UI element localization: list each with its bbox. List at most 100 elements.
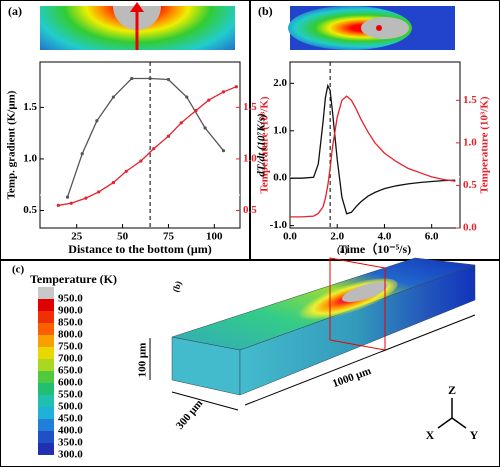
y2-tick-label: 1.0 <box>463 136 477 148</box>
colorbar-bin <box>38 371 54 383</box>
series-line <box>66 77 225 198</box>
point <box>203 126 207 130</box>
y2-axis-label: Temperature (10³/K) <box>259 96 271 193</box>
colorbar-bin <box>38 359 54 371</box>
colorbar-bin <box>38 419 54 431</box>
colorbar-label: 550.0 <box>58 389 83 401</box>
point <box>69 201 73 205</box>
x-tick-label: 0.0 <box>283 231 297 243</box>
point <box>95 119 99 123</box>
colorbar-bin <box>38 443 54 455</box>
y2-tick-label: 1.5 <box>463 94 477 106</box>
x-axis-label: Time（10⁻⁵/s) <box>339 241 411 256</box>
y-tick-label: 2.0 <box>273 77 287 89</box>
series-line <box>290 83 456 215</box>
point <box>166 77 171 82</box>
x-tick-label: 25 <box>71 231 83 243</box>
colorbar-bin <box>38 407 54 419</box>
y-tick-label: 1.0 <box>273 124 287 136</box>
heatmap-a <box>40 2 235 50</box>
annotation: Point <box>352 173 379 187</box>
point <box>152 147 156 151</box>
point <box>56 203 60 207</box>
colorbar-label: 350.0 <box>58 437 83 449</box>
y-axis-label: Temp. gradient (K/μm) <box>6 90 18 199</box>
point <box>179 121 183 125</box>
y-tick-label: 0.0 <box>273 172 287 184</box>
slab <box>149 257 476 429</box>
colorbar-bin <box>38 395 54 407</box>
y-tick-label: 1.0 <box>23 152 37 164</box>
annotation: Melting <box>174 180 214 194</box>
point <box>207 98 211 102</box>
y-tick-label: -1.0 <box>270 219 288 231</box>
x-tick-label: 75 <box>163 231 175 243</box>
y2-tick-label: 0.5 <box>463 179 477 191</box>
annotation: Melting <box>338 160 378 174</box>
panel-label: (b) <box>258 4 273 18</box>
point <box>221 149 226 153</box>
x-tick-label: 100 <box>206 231 223 243</box>
colorbar-label: 950.0 <box>58 293 83 305</box>
colorbar-label: 850.0 <box>58 317 83 329</box>
point <box>194 108 198 113</box>
y-axis-label: dT/dt (10⁷K/s) <box>256 113 268 176</box>
panel-label: (c) <box>12 264 25 276</box>
point <box>185 95 189 99</box>
y2-tick-label: 1.5 <box>243 101 257 113</box>
point <box>139 159 143 163</box>
y2-tick-label: 1.0 <box>243 152 257 164</box>
panel-a-frame <box>0 0 250 260</box>
colorbar-label: 400.0 <box>58 425 83 437</box>
point <box>130 76 134 81</box>
x-axis-label: Distance to the bottom (μm) <box>68 242 211 256</box>
x-tick-label: 2.0 <box>330 231 344 243</box>
colorbar-label: 650.0 <box>58 365 83 377</box>
axis-label: Y <box>470 428 479 442</box>
colorbar-label: 500.0 <box>58 401 83 413</box>
x-tick-label: 4.0 <box>378 231 392 243</box>
colorbar-bin <box>38 431 54 443</box>
colorbar-label: 900.0 <box>58 305 83 317</box>
heatmap-b <box>288 6 455 50</box>
colorbar-label: 300.0 <box>58 449 83 461</box>
colorbar-bin <box>38 347 54 359</box>
point <box>234 85 238 89</box>
plot-frame <box>39 61 241 229</box>
point <box>124 169 128 173</box>
dim-label: 300 μm <box>174 398 205 432</box>
colorbar-label: 700.0 <box>58 353 83 365</box>
colorbar-bin <box>38 287 54 299</box>
series-line <box>58 86 237 206</box>
colorbar-label: 450.0 <box>58 413 83 425</box>
y2-axis-label: Temperature (10³/K) <box>479 96 491 193</box>
point <box>111 95 115 99</box>
dim-label: 100 μm <box>137 343 149 378</box>
point <box>166 134 171 138</box>
colorbar-label: 800.0 <box>58 329 83 341</box>
series-line <box>290 95 456 218</box>
panel-label: (a) <box>8 4 22 18</box>
point <box>80 152 84 156</box>
colorbar-bin <box>38 299 54 311</box>
axis-label: X <box>426 428 435 442</box>
y2-tick-label: 0.5 <box>243 204 257 216</box>
colorbar-bin <box>38 383 54 395</box>
y-tick-label: 0.5 <box>23 204 37 216</box>
point <box>97 190 101 194</box>
section-label: (a) <box>337 245 348 255</box>
point <box>221 90 226 94</box>
y-tick-label: 1.5 <box>23 101 37 113</box>
colorbar-label: 750.0 <box>58 341 83 353</box>
axis-label: Z <box>448 383 456 397</box>
colorbar-bin <box>38 323 54 335</box>
y2-tick-label: 0.0 <box>463 222 477 234</box>
x-tick-label: 50 <box>117 231 129 243</box>
x-tick-label: 6.0 <box>425 231 439 243</box>
colorbar-bin <box>38 335 54 347</box>
annotation: Point <box>188 193 215 207</box>
section-label: (b) <box>170 280 183 294</box>
colorbar: 950.0900.0850.0800.0750.0700.0650.0600.0… <box>38 287 83 461</box>
colorbar-title: Temperature (K) <box>30 272 117 286</box>
